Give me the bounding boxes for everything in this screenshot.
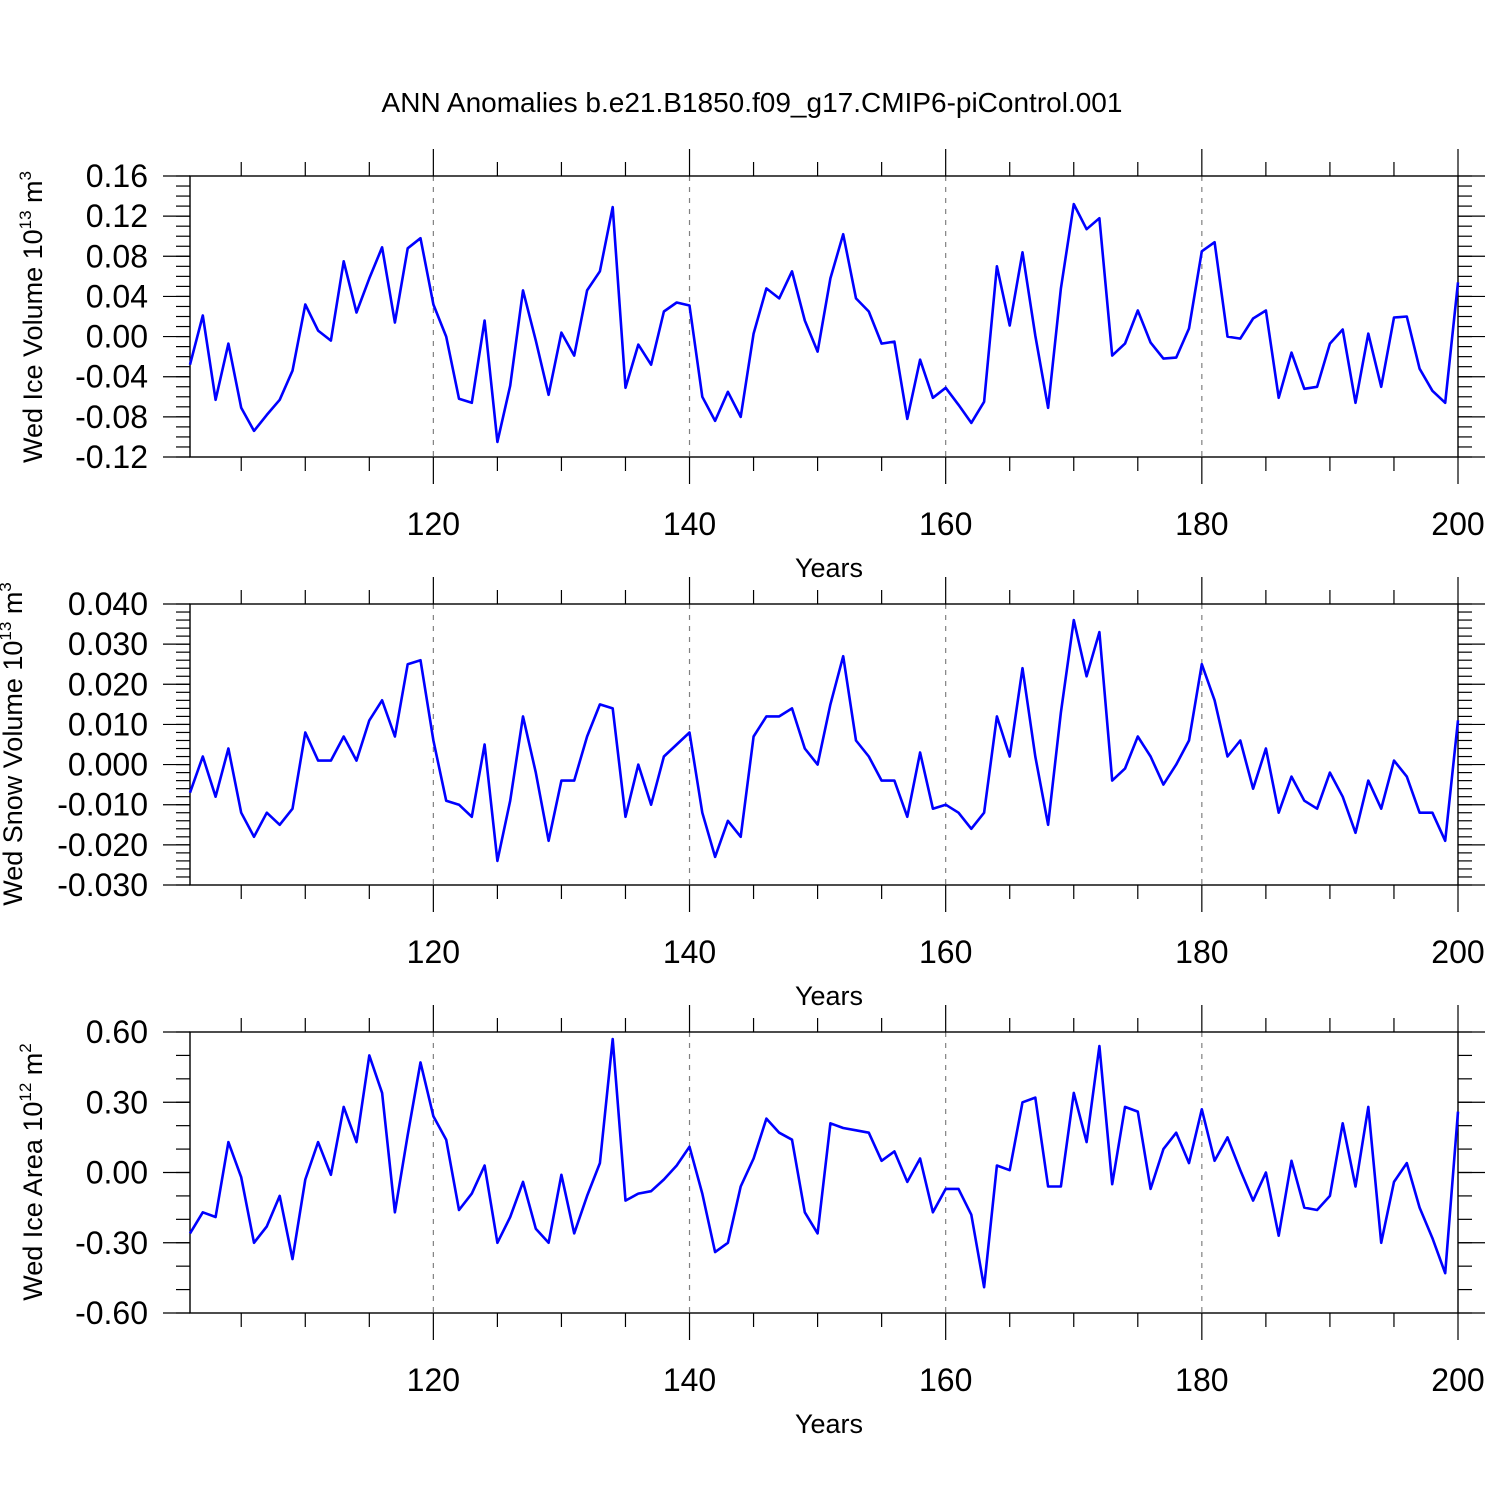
x-tick-label: 200	[1431, 506, 1484, 542]
plot-frame	[189, 603, 1459, 886]
y-axis-label-exponent: 13	[16, 210, 35, 229]
y-axis-label: Wed Snow Volume 1013 m3	[0, 582, 28, 906]
y-tick-label: 0.60	[86, 1014, 148, 1050]
x-axis-label: Years	[795, 553, 863, 583]
x-tick-label: 160	[919, 1362, 972, 1398]
x-tick-label: 180	[1175, 506, 1228, 542]
panel-wed-ice-volume: -0.12 -0.08 -0.04 0.00 0.04 0.08 0.12 0.16 120 14…	[16, 149, 1485, 583]
y-tick-label: 0.000	[68, 747, 148, 783]
y-tick-label: 0.00	[86, 319, 148, 355]
x-tick-label: 120	[407, 1362, 460, 1398]
y-tick-label: 0.010	[68, 706, 148, 742]
y-axis-label-unit: m	[18, 1053, 48, 1083]
y-tick-label: -0.08	[75, 399, 148, 435]
y-tick-label: -0.60	[75, 1295, 148, 1331]
y-tick-label: 0.030	[68, 626, 148, 662]
y-tick-label: 0.040	[68, 586, 148, 622]
y-axis-label-unit: m	[18, 180, 48, 210]
y-tick-label: -0.04	[75, 359, 148, 395]
x-axis-label: Years	[795, 1409, 863, 1439]
y-tick-label: -0.30	[75, 1225, 148, 1261]
x-tick-label: 180	[1175, 1362, 1228, 1398]
figure-title: ANN Anomalies b.e21.B1850.f09_g17.CMIP6-…	[382, 87, 1123, 118]
x-tick-label: 140	[663, 934, 716, 970]
x-tick-label: 140	[663, 506, 716, 542]
y-tick-label: -0.020	[57, 827, 148, 863]
x-tick-label: 120	[407, 934, 460, 970]
x-tick-label: 200	[1431, 1362, 1484, 1398]
panel-wed-snow-volume: -0.030 -0.020 -0.010 0.000 0.010 0.020 0.030 0.…	[0, 577, 1485, 1011]
y-axis-label-exponent: 12	[16, 1083, 35, 1102]
y-tick-label: 0.12	[86, 198, 148, 234]
x-tick-label: 160	[919, 506, 972, 542]
panel-wed-ice-area: -0.60 -0.30 0.00 0.30 0.60 120 140 160 180 200 Yea…	[16, 1005, 1485, 1439]
series-line	[188, 202, 1460, 444]
y-tick-label: 0.08	[86, 238, 148, 274]
y-axis-label-unit-exponent: 2	[16, 1043, 35, 1052]
x-tick-label: 180	[1175, 934, 1228, 970]
y-axis-label-text: Wed Ice Volume 10	[18, 229, 48, 463]
y-tick-label: 0.30	[86, 1084, 148, 1120]
y-tick-label: -0.030	[57, 867, 148, 903]
y-axis-label-unit-exponent: 3	[16, 171, 35, 180]
y-axis-label-unit-exponent: 3	[0, 582, 15, 591]
x-tick-label: 120	[407, 506, 460, 542]
x-tick-label: 160	[919, 934, 972, 970]
y-axis-label-exponent: 13	[0, 622, 15, 641]
y-axis-label: Wed Ice Volume 1013 m3	[16, 171, 48, 463]
x-tick-label: 200	[1431, 934, 1484, 970]
y-axis-label-text: Wed Ice Area 10	[18, 1102, 48, 1301]
series-line	[188, 618, 1460, 863]
y-tick-label: 0.04	[86, 278, 148, 314]
y-tick-label: -0.12	[75, 439, 148, 475]
y-axis-label: Wed Ice Area 1012 m2	[16, 1043, 48, 1301]
y-tick-label: 0.16	[86, 158, 148, 194]
x-tick-label: 140	[663, 1362, 716, 1398]
y-axis-label-text: Wed Snow Volume 10	[0, 641, 28, 906]
x-axis-label: Years	[795, 981, 863, 1011]
y-tick-label: 0.00	[86, 1155, 148, 1191]
y-tick-label: 0.020	[68, 666, 148, 702]
y-axis-label-unit: m	[0, 592, 28, 622]
series-line	[188, 1037, 1460, 1289]
y-tick-label: -0.010	[57, 787, 148, 823]
